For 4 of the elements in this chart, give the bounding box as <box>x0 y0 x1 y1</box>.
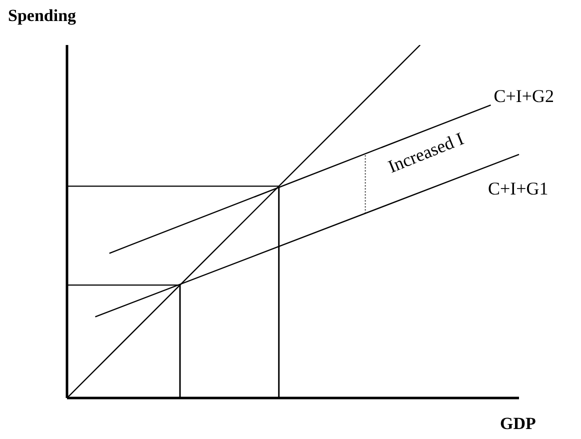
x-axis-title: GDP <box>500 414 536 434</box>
y-axis-title: Spending <box>8 6 76 26</box>
series-label: C+I+G1 <box>488 178 548 198</box>
series-label: C+I+G2 <box>494 86 554 106</box>
